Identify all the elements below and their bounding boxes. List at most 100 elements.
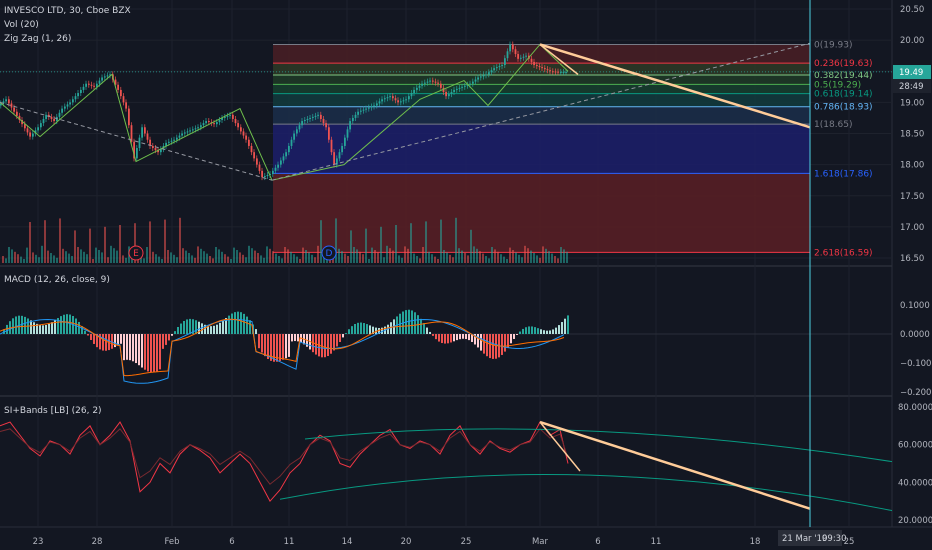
short-trendline: [539, 43, 579, 75]
volume-bar: [77, 247, 79, 263]
time-axis[interactable]: 23 28 Feb 6 11 14 20 25 Mar 6 11 18 25: [33, 537, 855, 547]
candle-body: [24, 124, 26, 129]
macd-histogram-bar: [285, 334, 287, 359]
candle-body: [146, 133, 149, 140]
price-tick-label: 18.00: [900, 161, 924, 171]
candle-body: [21, 120, 23, 125]
macd-histogram-bar: [348, 329, 350, 334]
macd-histogram-bar: [141, 334, 143, 368]
macd-histogram-bar: [366, 324, 368, 334]
candle-body: [378, 101, 381, 104]
si-indicator-label[interactable]: SI+Bands [LB] (26, 2): [4, 406, 102, 416]
candle-body: [5, 99, 7, 102]
volume-bar: [179, 217, 181, 263]
volume-bar: [110, 245, 112, 263]
si-tick-label: 40.0000: [898, 478, 932, 488]
candle-body: [42, 118, 45, 124]
macd-histogram-bar: [36, 323, 38, 334]
volume-bar: [350, 230, 352, 263]
candle-body: [37, 127, 39, 131]
macd-histogram-bar: [375, 327, 377, 334]
macd-histogram-bar: [18, 315, 20, 334]
candle-body: [394, 98, 397, 101]
macd-histogram-bar: [210, 326, 212, 334]
candle-body: [362, 109, 365, 111]
volume-bar: [224, 254, 226, 263]
macd-histogram-bar: [474, 334, 476, 345]
price-axis[interactable]: 20.5020.0019.5019.0018.5018.0017.5017.00…: [900, 5, 924, 264]
candle-body: [173, 139, 175, 141]
macd-histogram-bar: [51, 322, 53, 334]
price-pane[interactable]: [0, 41, 811, 181]
macd-axis[interactable]: 0.1000 0.0000 −0.1000 −0.2000: [900, 301, 932, 398]
candle-body: [181, 133, 183, 136]
macd-histogram-bar: [504, 334, 506, 352]
candle-body: [98, 80, 101, 84]
volume-bar: [341, 251, 343, 263]
candle-body: [234, 118, 237, 124]
macd-pane[interactable]: [0, 309, 892, 384]
volume-bar: [440, 219, 442, 263]
candle-body: [328, 127, 330, 140]
volume-bar: [89, 228, 91, 263]
volume-bar: [458, 248, 460, 263]
volume-bar: [134, 223, 136, 263]
candle-body: [101, 77, 103, 81]
vol-indicator-label[interactable]: Vol (20): [4, 20, 39, 30]
macd-histogram-bar: [282, 334, 284, 360]
fib-level-label: 0.618(19.14): [814, 90, 873, 100]
macd-histogram-bar: [147, 334, 149, 372]
macd-histogram-bar: [102, 334, 104, 351]
price-tick-label: 18.50: [900, 130, 924, 140]
volume-bar: [29, 222, 31, 263]
fib-level-label: 1.618(17.86): [814, 169, 873, 179]
macd-histogram-bar: [129, 334, 131, 361]
volume-bar: [434, 256, 436, 263]
macd-histogram-bar: [117, 334, 119, 346]
candle-body: [288, 145, 290, 153]
last-price-badge: [893, 65, 931, 79]
macd-histogram-bar: [156, 334, 158, 372]
candle-body: [530, 58, 533, 62]
macd-histogram-bar: [144, 334, 146, 370]
macd-histogram-bar: [552, 329, 554, 334]
macd-indicator-label[interactable]: MACD (12, 26, close, 9): [4, 275, 110, 285]
candle-body: [77, 93, 79, 97]
symbol-title[interactable]: INVESCO LTD, 30, Cboe BZX: [4, 6, 131, 16]
volume-bar: [539, 257, 541, 263]
volume-bar: [212, 258, 214, 263]
volume-bar: [356, 249, 358, 263]
volume-bar: [140, 256, 142, 263]
candle-body: [418, 85, 421, 88]
volume-bar: [119, 225, 121, 263]
candle-body: [149, 139, 151, 146]
time-tick-label: 23: [33, 537, 44, 547]
candle-body: [192, 129, 194, 131]
fib-zone: [273, 93, 810, 107]
candle-body: [240, 127, 242, 132]
fib-retracement[interactable]: 0(19.93) 0.236(19.63) 0.382(19.44)0.5(19.2…: [0, 40, 892, 258]
zigzag-indicator-label[interactable]: Zig Zag (1, 26): [4, 34, 71, 44]
candle-body: [461, 86, 463, 88]
volume-bar: [530, 250, 532, 263]
volume-bar: [542, 246, 544, 263]
macd-histogram-bar: [180, 323, 182, 334]
volume-bar: [452, 257, 454, 263]
macd-histogram-bar: [294, 334, 296, 342]
fib-level-label: 2.618(16.59): [814, 248, 873, 258]
macd-histogram-bar: [423, 323, 425, 334]
si-axis[interactable]: 80.0000 60.0000 40.0000 20.0000: [898, 403, 932, 526]
volume-bar: [248, 245, 250, 263]
si-pane[interactable]: [0, 420, 893, 512]
macd-histogram-bar: [381, 327, 383, 334]
candle-body: [517, 54, 519, 59]
macd-histogram-bar: [15, 316, 17, 334]
macd-histogram-bar: [87, 334, 89, 336]
macd-histogram-bar: [468, 334, 470, 341]
volume-bar: [536, 255, 538, 263]
volume-bar: [74, 230, 76, 263]
macd-histogram-bar: [507, 334, 509, 348]
candle-body: [557, 71, 559, 73]
candle-body: [245, 135, 247, 140]
